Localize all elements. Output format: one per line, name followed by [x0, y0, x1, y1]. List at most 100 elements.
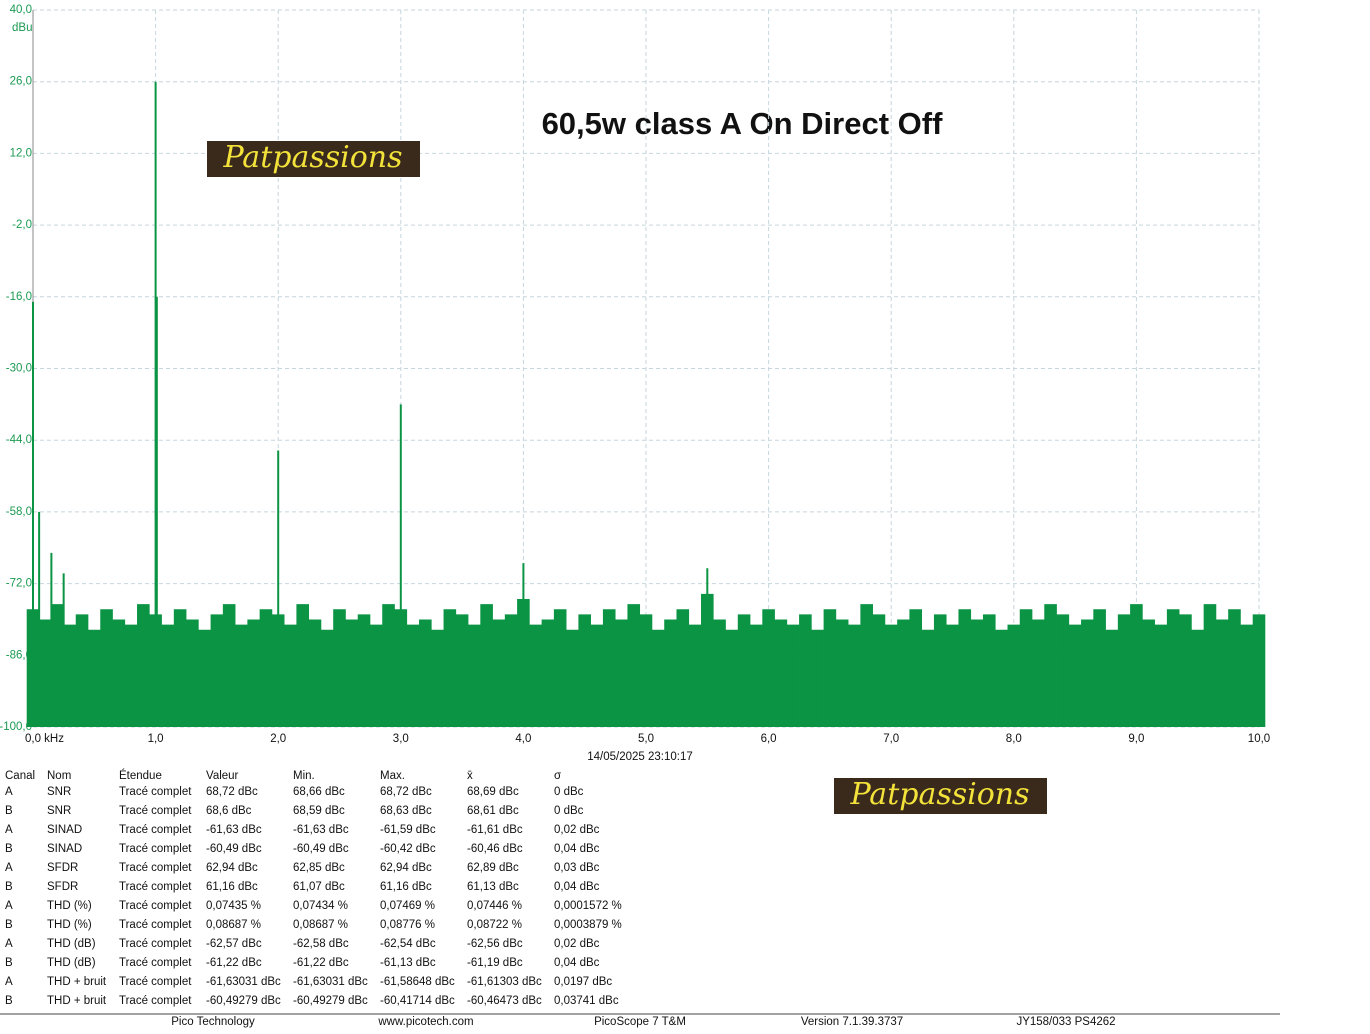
- table-cell: A: [5, 786, 13, 798]
- table-cell: A: [5, 900, 13, 912]
- y-tick-label: 40,0: [10, 4, 32, 16]
- table-cell: -62,56 dBc: [467, 938, 523, 950]
- table-cell: Tracé complet: [119, 976, 192, 988]
- table-cell: B: [5, 805, 13, 817]
- table-cell: 0,07446 %: [467, 900, 522, 912]
- table-cell: 62,94 dBc: [206, 862, 258, 874]
- x-tick-label: 8,0: [1006, 733, 1022, 745]
- table-cell: 62,94 dBc: [380, 862, 432, 874]
- watermark-bg: [834, 778, 1047, 814]
- table-cell: -61,58648 dBc: [380, 976, 455, 988]
- table-cell: SNR: [47, 805, 71, 817]
- table-cell: B: [5, 919, 13, 931]
- footer-text: Version 7.1.39.3737: [801, 1016, 903, 1028]
- x-tick-label: 9,0: [1128, 733, 1144, 745]
- table-cell: 0,03741 dBc: [554, 995, 619, 1007]
- table-cell: A: [5, 862, 13, 874]
- table-cell: -61,61 dBc: [467, 824, 523, 836]
- table-cell: 0,07469 %: [380, 900, 435, 912]
- table-cell: -61,13 dBc: [380, 957, 436, 969]
- watermark: Patpassions: [849, 777, 1029, 812]
- table-cell: -60,49 dBc: [206, 843, 262, 855]
- x-tick-label: 0,0 kHz: [25, 733, 64, 745]
- table-cell: 0,08776 %: [380, 919, 435, 931]
- table-header: Valeur: [206, 770, 239, 782]
- table-cell: THD (dB): [47, 938, 96, 950]
- table-cell: B: [5, 957, 13, 969]
- table-cell: Tracé complet: [119, 995, 192, 1007]
- table-cell: THD + bruit: [47, 995, 107, 1007]
- table-cell: 0,08687 %: [206, 919, 261, 931]
- table-cell: -61,63031 dBc: [293, 976, 368, 988]
- table-cell: 0 dBc: [554, 805, 584, 817]
- x-tick-label: 3,0: [393, 733, 409, 745]
- table-header: Min.: [293, 770, 315, 782]
- table-cell: 61,16 dBc: [206, 881, 258, 893]
- table-cell: 68,69 dBc: [467, 786, 519, 798]
- table-cell: 62,85 dBc: [293, 862, 345, 874]
- table-cell: -60,49279 dBc: [293, 995, 368, 1007]
- table-cell: 0,07434 %: [293, 900, 348, 912]
- table-cell: 0,02 dBc: [554, 938, 600, 950]
- table-cell: Tracé complet: [119, 957, 192, 969]
- table-header: Max.: [380, 770, 405, 782]
- table-cell: THD (%): [47, 900, 92, 912]
- table-header: Canal: [5, 770, 35, 782]
- table-cell: 0,04 dBc: [554, 881, 600, 893]
- table-cell: THD (%): [47, 919, 92, 931]
- x-tick-label: 10,0: [1248, 733, 1270, 745]
- table-cell: SFDR: [47, 862, 78, 874]
- table-cell: A: [5, 976, 13, 988]
- table-cell: 0,0001572 %: [554, 900, 622, 912]
- table-cell: -61,22 dBc: [293, 957, 349, 969]
- table-cell: -61,63031 dBc: [206, 976, 281, 988]
- footer-text: Pico Technology: [171, 1016, 255, 1028]
- table-cell: 61,13 dBc: [467, 881, 519, 893]
- table-cell: SNR: [47, 786, 71, 798]
- footer-text: www.picotech.com: [377, 1016, 473, 1028]
- table-header: Nom: [47, 770, 71, 782]
- table-cell: -62,58 dBc: [293, 938, 349, 950]
- table-cell: -60,49279 dBc: [206, 995, 281, 1007]
- table-cell: Tracé complet: [119, 805, 192, 817]
- table-cell: -60,46 dBc: [467, 843, 523, 855]
- table-cell: Tracé complet: [119, 824, 192, 836]
- y-tick-label: -44,0: [6, 434, 32, 446]
- table-cell: 0,08687 %: [293, 919, 348, 931]
- table-cell: -61,63 dBc: [293, 824, 349, 836]
- table-cell: Tracé complet: [119, 919, 192, 931]
- table-header: Étendue: [119, 769, 162, 782]
- table-header: x̄: [467, 770, 473, 782]
- x-tick-label: 4,0: [515, 733, 531, 745]
- timestamp: 14/05/2025 23:10:17: [587, 751, 693, 763]
- y-tick-label: -100,0: [0, 721, 32, 733]
- y-unit: dBu: [12, 22, 32, 34]
- x-tick-label: 7,0: [883, 733, 899, 745]
- table-cell: -61,59 dBc: [380, 824, 436, 836]
- table-cell: 61,16 dBc: [380, 881, 432, 893]
- table-cell: 68,61 dBc: [467, 805, 519, 817]
- y-tick-label: -58,0: [6, 506, 32, 518]
- table-cell: 68,63 dBc: [380, 805, 432, 817]
- table-cell: -62,54 dBc: [380, 938, 436, 950]
- table-cell: -60,41714 dBc: [380, 995, 455, 1007]
- table-cell: 68,72 dBc: [206, 786, 258, 798]
- table-cell: Tracé complet: [119, 938, 192, 950]
- table-cell: 68,66 dBc: [293, 786, 345, 798]
- table-cell: A: [5, 938, 13, 950]
- y-tick-label: -86,0: [6, 649, 32, 661]
- watermark-bg: [207, 141, 420, 177]
- table-cell: -60,42 dBc: [380, 843, 436, 855]
- chart-title: 60,5w class A On Direct Off: [542, 106, 944, 141]
- table-cell: 0,02 dBc: [554, 824, 600, 836]
- y-tick-label: 26,0: [10, 76, 32, 88]
- x-tick-label: 5,0: [638, 733, 654, 745]
- y-tick-label: -16,0: [6, 291, 32, 303]
- x-tick-label: 6,0: [761, 733, 777, 745]
- table-cell: -60,46473 dBc: [467, 995, 542, 1007]
- table-cell: 0,0197 dBc: [554, 976, 612, 988]
- table-cell: 68,72 dBc: [380, 786, 432, 798]
- table-cell: THD (dB): [47, 957, 96, 969]
- table-cell: SFDR: [47, 881, 78, 893]
